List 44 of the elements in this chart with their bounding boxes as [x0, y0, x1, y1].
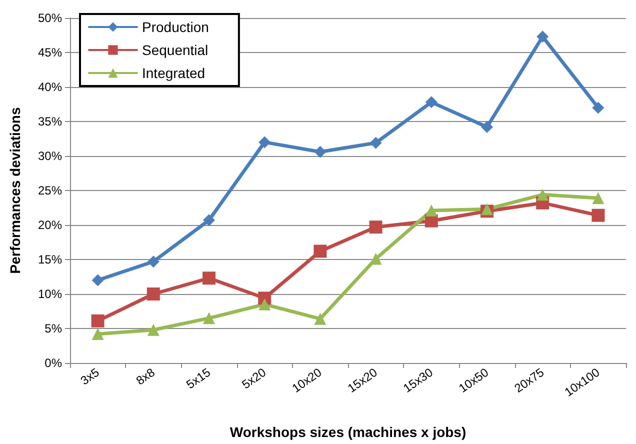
point	[369, 220, 382, 234]
point	[425, 96, 438, 108]
y-tick-label: 40%	[38, 80, 62, 94]
point	[147, 324, 160, 336]
y-tick-label: 0%	[44, 356, 62, 370]
point	[258, 298, 271, 310]
y-tick-label: 30%	[38, 149, 62, 163]
legend-label: Production	[142, 19, 209, 35]
point	[202, 272, 216, 285]
x-axis-title: Workshops sizes (machines x jobs)	[230, 424, 466, 440]
y-tick-label: 35%	[38, 114, 62, 128]
point	[203, 214, 215, 226]
legend-label: Integrated	[142, 65, 206, 81]
y-axis-title: Performances deviations	[7, 107, 23, 274]
point	[370, 136, 382, 149]
x-tick-label: 5x20	[239, 365, 269, 392]
point	[314, 312, 326, 325]
point	[314, 244, 327, 258]
y-tick-label: 25%	[38, 184, 62, 198]
y-tick-label: 20%	[38, 218, 62, 232]
point	[481, 121, 493, 134]
point	[592, 208, 605, 222]
point	[592, 102, 604, 114]
point	[314, 146, 326, 158]
legend-label: Sequential	[142, 42, 208, 58]
point	[92, 328, 104, 340]
point	[425, 204, 438, 217]
point	[203, 312, 215, 324]
point	[92, 274, 104, 286]
point	[258, 136, 271, 148]
y-tick-label: 15%	[38, 252, 62, 266]
y-tick-label: 5%	[44, 322, 62, 336]
point	[536, 188, 549, 201]
point	[481, 203, 493, 216]
point	[592, 192, 604, 204]
point	[146, 288, 160, 300]
y-tick-label: 50%	[38, 11, 62, 25]
y-tick-label: 10%	[38, 287, 62, 301]
x-tick-label: 3x5	[78, 365, 102, 388]
x-tick-label: 8x8	[134, 365, 158, 388]
y-tick-label: 45%	[38, 46, 62, 60]
point	[91, 314, 104, 328]
point	[147, 256, 160, 268]
point	[536, 30, 549, 43]
